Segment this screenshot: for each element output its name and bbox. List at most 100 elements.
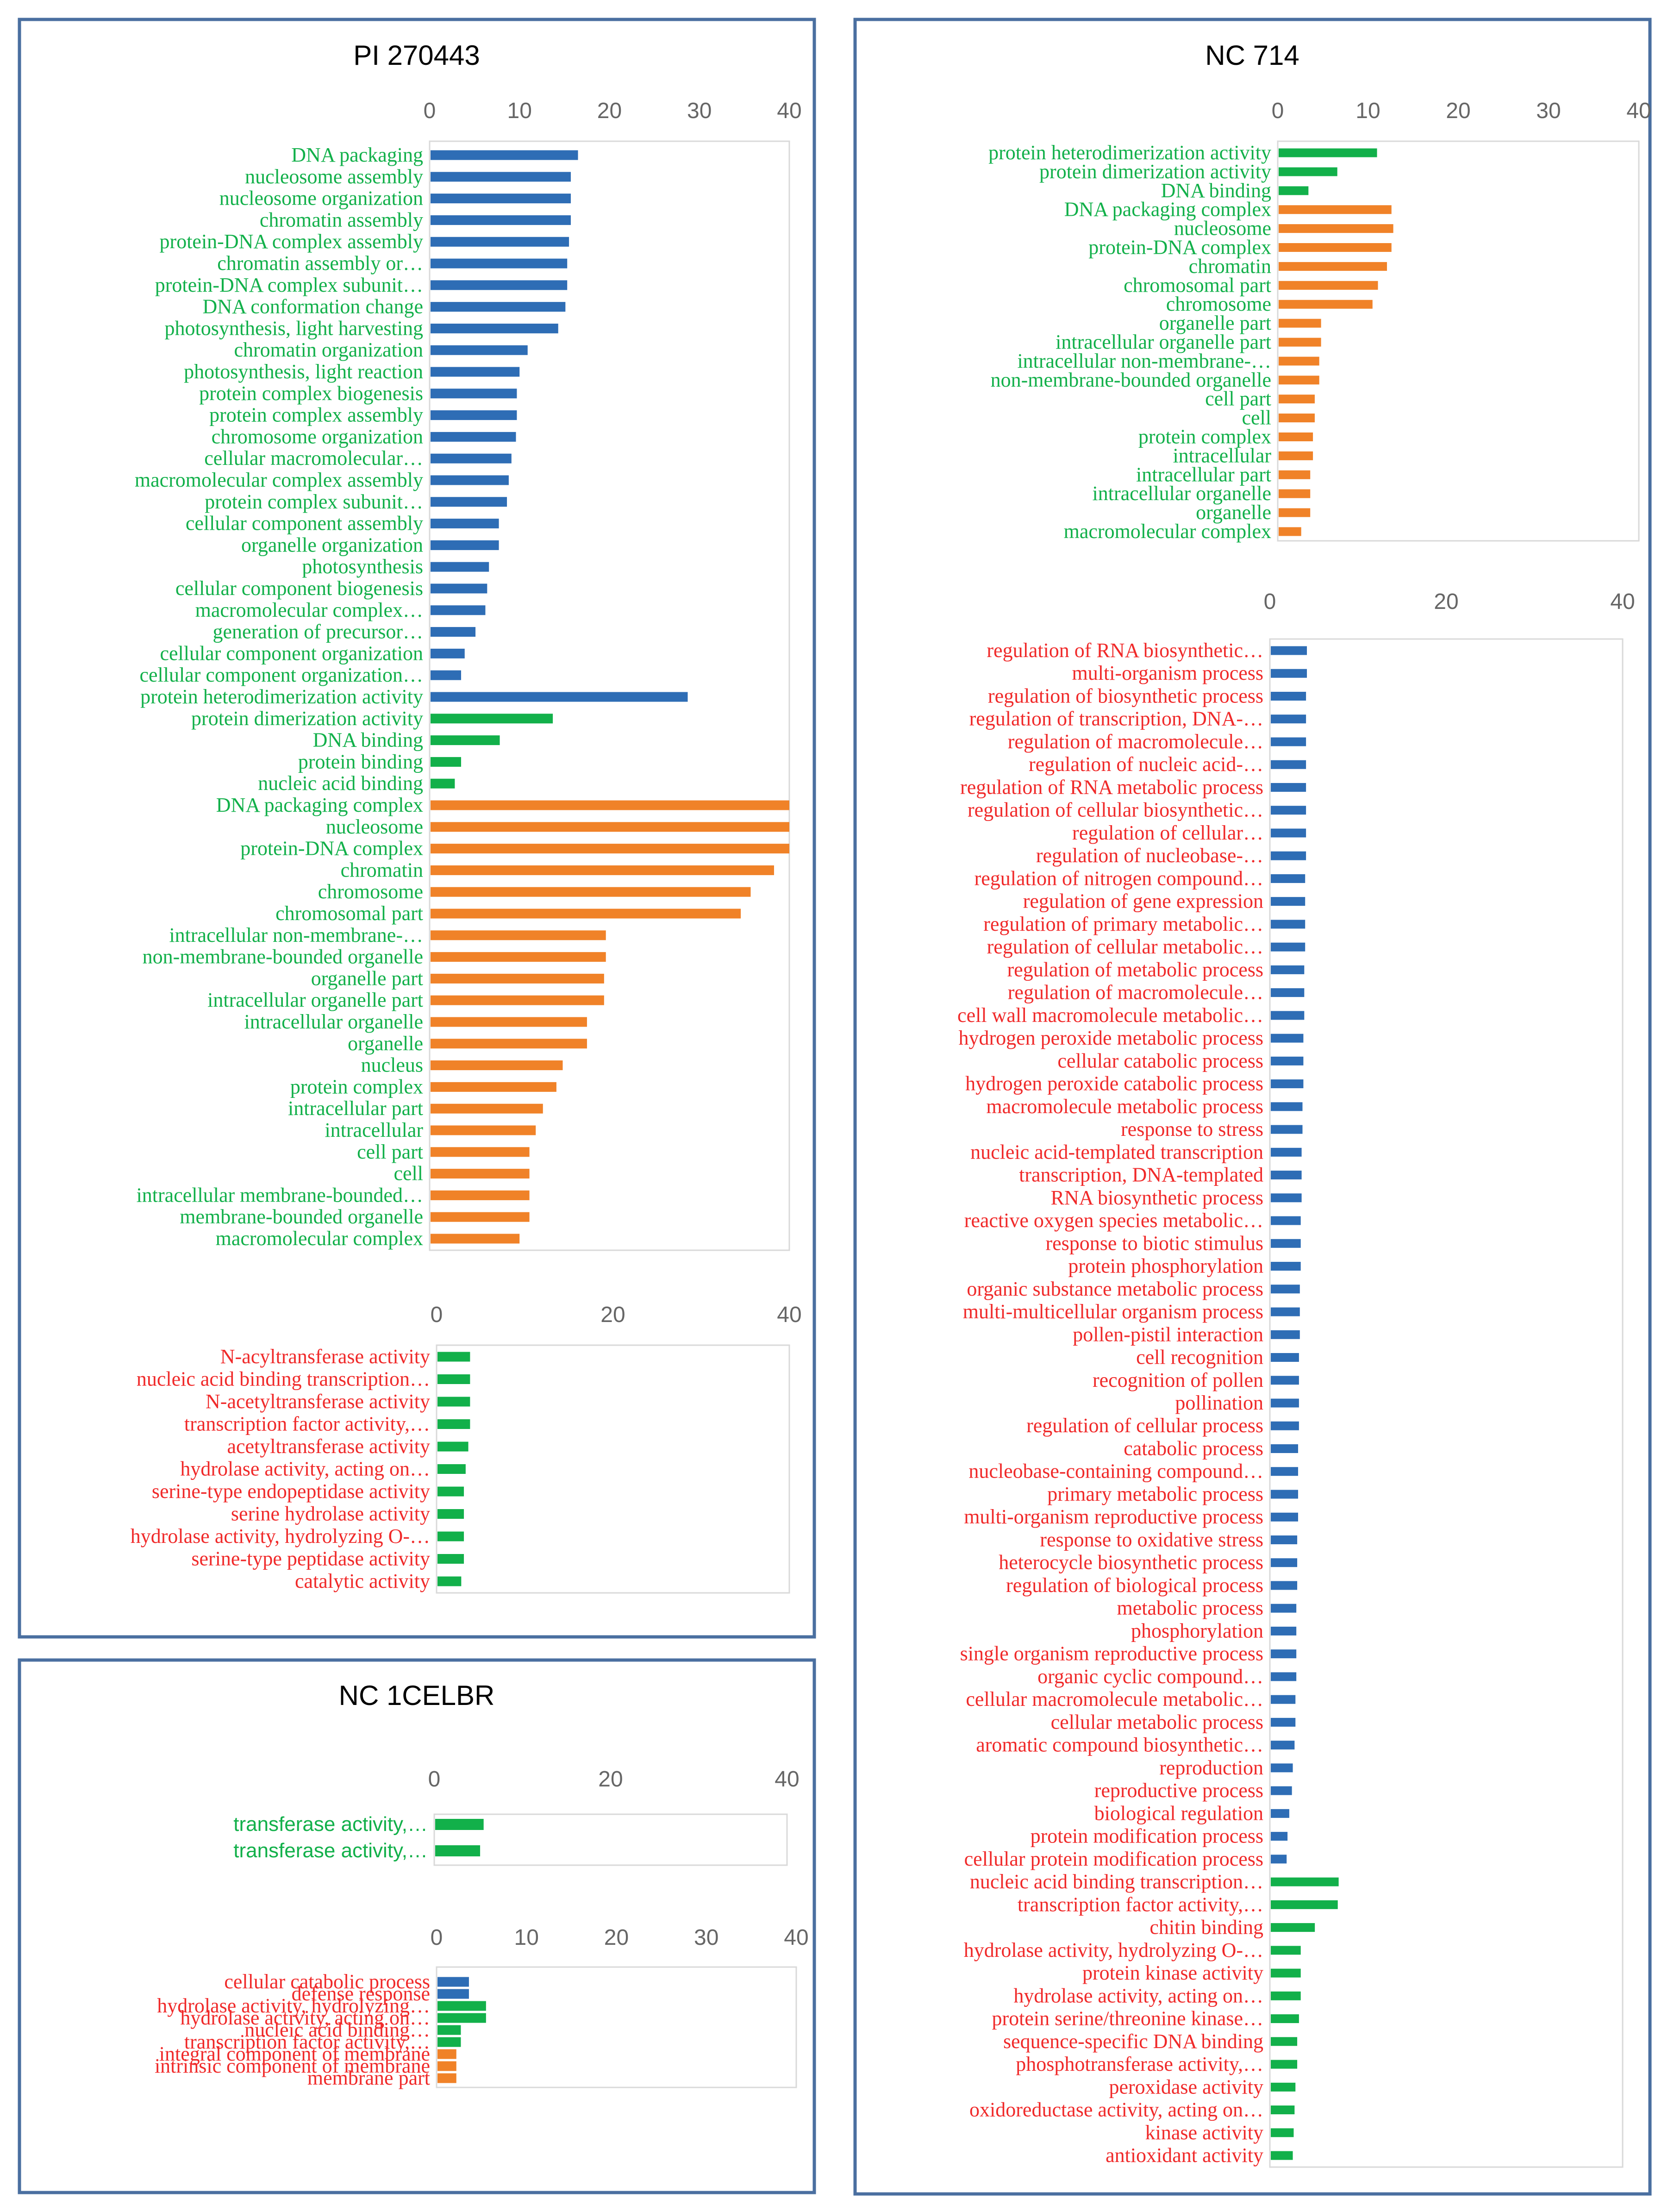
bar: [1271, 1832, 1288, 1841]
category-label: membrane part: [307, 2067, 430, 2089]
category-label: response to biotic stimulus: [1045, 1232, 1263, 1254]
bar: [437, 1464, 466, 1474]
bar: [431, 519, 499, 529]
category-label: chromosome: [318, 880, 423, 903]
bar: [1271, 2014, 1299, 2024]
bar: [1271, 2128, 1294, 2137]
panel-title-nc1: NC 1CELBR: [339, 1680, 495, 1711]
bar: [437, 2073, 456, 2083]
plot-area-frame: [1269, 638, 1624, 2168]
bar: [1271, 1330, 1300, 1339]
bar: [1271, 1467, 1298, 1476]
category-label: cellular component organization: [160, 642, 423, 664]
category-label: N-acetyltransferase activity: [206, 1390, 430, 1413]
bar: [1271, 1216, 1301, 1225]
axis-tick-label: 40: [1626, 99, 1651, 123]
category-label: response to stress: [1121, 1118, 1263, 1140]
bar: [431, 323, 558, 333]
category-label: nucleic acid binding…: [244, 2018, 430, 2041]
bar: [431, 1190, 530, 1200]
bar: [431, 844, 789, 854]
category-label: antioxidant activity: [1106, 2144, 1263, 2167]
bar: [431, 1017, 587, 1027]
category-label: protein serine/threonine kinase…: [992, 2007, 1263, 2030]
category-label: intrinsic component of membrane: [155, 2055, 430, 2077]
bar: [1271, 1900, 1338, 1909]
category-label: intracellular part: [1136, 463, 1271, 486]
bar: [1271, 965, 1305, 974]
category-label: regulation of transcription, DNA-…: [969, 708, 1263, 730]
bar: [431, 1060, 563, 1071]
bar: [1279, 376, 1319, 385]
bar: [431, 995, 604, 1005]
axis-tick-label: 40: [784, 1925, 808, 1950]
bar: [431, 432, 516, 442]
bar: [431, 1147, 530, 1157]
bar: [1271, 1193, 1302, 1203]
bar: [1271, 1581, 1298, 1590]
bar: [437, 1576, 462, 1586]
bar: [1271, 1946, 1301, 1955]
category-label: serine-type peptidase activity: [191, 1548, 430, 1570]
panel-title-nc714: NC 714: [1205, 40, 1299, 71]
category-label: protein complex subunit…: [205, 490, 423, 513]
bar: [431, 194, 571, 204]
category-label: DNA packaging complex: [216, 794, 423, 816]
category-label: intracellular: [325, 1119, 423, 1141]
category-label: hydrolase activity, hydrolyzing O-…: [964, 1939, 1263, 1961]
category-label: acetyltransferase activity: [227, 1435, 430, 1458]
category-label: reproduction: [1159, 1756, 1263, 1779]
category-label: organic substance metabolic process: [967, 1278, 1263, 1300]
axis-tick-label: 40: [1610, 589, 1635, 614]
bar: [1279, 395, 1315, 404]
category-label: chromatin: [341, 858, 423, 881]
bar: [1279, 432, 1313, 441]
bar: [437, 1419, 470, 1429]
category-label: regulation of cellular process: [1026, 1414, 1263, 1437]
category-label: protein complex: [290, 1075, 423, 1098]
category-label: regulation of biosynthetic process: [988, 684, 1263, 707]
bar: [1279, 508, 1311, 517]
chart-nc714_a: 0 10 20 30 40 protein heterodimerization acti…: [988, 99, 1651, 543]
bar: [1271, 1056, 1304, 1065]
bar: [1279, 451, 1313, 460]
axis-tick-label: 30: [694, 1925, 718, 1950]
category-label: intracellular part: [288, 1097, 423, 1120]
category-label: pollen-pistil interaction: [1073, 1323, 1263, 1346]
bar: [431, 800, 789, 810]
bar: [1271, 1741, 1295, 1750]
bar: [1271, 1512, 1298, 1522]
category-label: hydrolase activity, hydrolyzing…: [157, 1994, 430, 2017]
category-label: single organism reproductive process: [960, 1642, 1263, 1665]
category-label: multi-organism reproductive process: [964, 1505, 1263, 1528]
category-label: N-acyltransferase activity: [220, 1345, 430, 1368]
category-label: hydrolase activity, hydrolyzing O-…: [131, 1525, 430, 1548]
bar: [431, 930, 606, 940]
axis-tick-label: 10: [1356, 99, 1380, 123]
category-label: protein-DNA complex assembly: [160, 230, 423, 253]
category-label: regulation of biological process: [1006, 1574, 1263, 1597]
category-label: protein complex: [1138, 426, 1271, 448]
category-label: protein complex assembly: [209, 404, 423, 426]
category-label: regulation of cellular…: [1072, 821, 1263, 844]
bar: [1279, 357, 1319, 366]
category-label: hydrogen peroxide catabolic process: [965, 1072, 1263, 1095]
bar: [437, 1397, 470, 1407]
category-label: protein modification process: [1031, 1825, 1263, 1848]
bar: [1271, 1855, 1287, 1864]
bar: [1271, 1285, 1300, 1294]
bar: [1279, 338, 1321, 347]
bar: [437, 1989, 469, 1999]
bar: [1271, 1923, 1315, 1932]
category-label: protein-DNA complex: [240, 837, 423, 860]
axis-tick-label: 30: [687, 99, 712, 123]
bar: [431, 1082, 556, 1092]
axis-tick-label: 0: [424, 99, 436, 123]
category-label: cellular catabolic process: [1057, 1049, 1263, 1072]
category-label: primary metabolic process: [1047, 1483, 1263, 1505]
category-label: regulation of macromolecule…: [1008, 981, 1263, 1004]
bar: [431, 172, 571, 182]
category-label: cellular macromolecule metabolic…: [966, 1688, 1263, 1711]
